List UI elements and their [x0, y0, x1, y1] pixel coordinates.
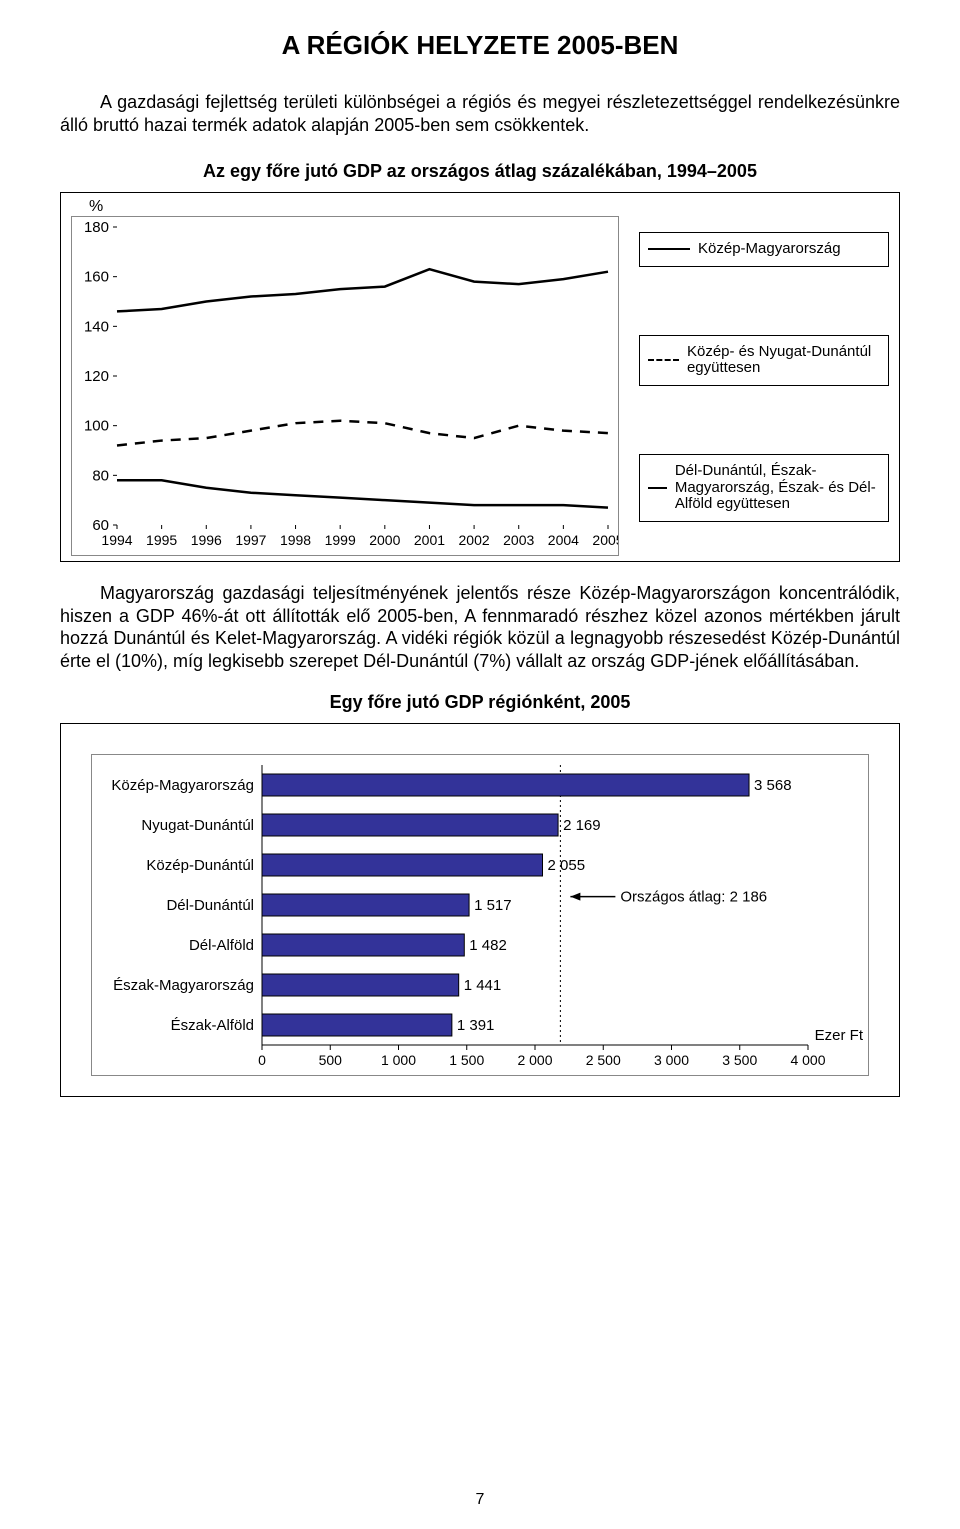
y-unit-label: % — [61, 193, 629, 216]
page-number: 7 — [0, 1491, 960, 1509]
svg-text:1997: 1997 — [235, 532, 266, 548]
svg-text:4 000: 4 000 — [790, 1052, 825, 1068]
svg-text:3 000: 3 000 — [654, 1052, 689, 1068]
svg-text:2005: 2005 — [592, 532, 618, 548]
svg-text:2 169: 2 169 — [563, 817, 601, 834]
svg-text:120: 120 — [84, 368, 109, 385]
svg-text:100: 100 — [84, 418, 109, 435]
svg-text:Közép-Dunántúl: Közép-Dunántúl — [146, 857, 254, 874]
svg-text:2004: 2004 — [548, 532, 579, 548]
svg-text:2 500: 2 500 — [586, 1052, 621, 1068]
legend-item-0: Közép-Magyarország — [698, 241, 841, 258]
intro-paragraph: A gazdasági fejlettség területi különbsé… — [60, 91, 900, 136]
svg-text:Észak-Alföld: Észak-Alföld — [171, 1017, 254, 1034]
svg-text:Észak-Magyarország: Észak-Magyarország — [113, 977, 254, 994]
svg-text:1 482: 1 482 — [469, 937, 507, 954]
svg-text:1998: 1998 — [280, 532, 311, 548]
legend-item-1: Közép- és Nyugat-Dunántúl együttesen — [687, 344, 880, 377]
svg-text:2001: 2001 — [414, 532, 445, 548]
svg-text:2 055: 2 055 — [548, 857, 586, 874]
bar-chart-title: Egy főre jutó GDP régiónként, 2005 — [60, 692, 900, 713]
svg-text:1996: 1996 — [191, 532, 222, 548]
svg-text:1994: 1994 — [101, 532, 132, 548]
svg-text:Dél-Alföld: Dél-Alföld — [189, 937, 254, 954]
line-chart-legend: Közép-Magyarország Közép- és Nyugat-Duná… — [629, 193, 899, 561]
svg-text:0: 0 — [258, 1052, 266, 1068]
svg-text:2000: 2000 — [369, 532, 400, 548]
svg-text:1 517: 1 517 — [474, 897, 512, 914]
line-chart-frame: % 60801001201401601801994199519961997199… — [60, 192, 900, 562]
page-title: A RÉGIÓK HELYZETE 2005-BEN — [60, 30, 900, 61]
svg-text:1999: 1999 — [325, 532, 356, 548]
svg-text:Közép-Magyarország: Közép-Magyarország — [111, 777, 254, 794]
svg-text:180: 180 — [84, 219, 109, 236]
svg-text:3 500: 3 500 — [722, 1052, 757, 1068]
svg-text:1 000: 1 000 — [381, 1052, 416, 1068]
svg-text:500: 500 — [319, 1052, 343, 1068]
body-paragraph: Magyarország gazdasági teljesítményének … — [60, 582, 900, 672]
legend-item-2: Dél-Dunántúl, Észak-Magyarország, Észak-… — [675, 463, 880, 513]
svg-text:3 568: 3 568 — [754, 777, 792, 794]
svg-text:2002: 2002 — [459, 532, 490, 548]
svg-text:1 500: 1 500 — [449, 1052, 484, 1068]
line-chart-plot: 6080100120140160180199419951996199719981… — [71, 216, 619, 556]
svg-text:140: 140 — [84, 318, 109, 335]
svg-text:1 441: 1 441 — [464, 977, 502, 994]
bar-chart-plot: 0 500 1 000 1 500 2 000 2 500 3 000 3 500 4 000 K… — [91, 754, 869, 1076]
svg-text:Ezer Ft: Ezer Ft — [815, 1027, 864, 1044]
svg-text:Dél-Dunántúl: Dél-Dunántúl — [166, 897, 254, 914]
svg-text:1995: 1995 — [146, 532, 177, 548]
svg-text:1 391: 1 391 — [457, 1017, 495, 1034]
svg-text:Országos átlag: 2 186: Országos átlag: 2 186 — [620, 889, 767, 906]
line-chart-title: Az egy főre jutó GDP az országos átlag s… — [60, 161, 900, 182]
bar-chart-frame: 0 500 1 000 1 500 2 000 2 500 3 000 3 500 4 000 K… — [60, 723, 900, 1097]
svg-text:2 000: 2 000 — [517, 1052, 552, 1068]
svg-text:160: 160 — [84, 269, 109, 286]
svg-text:80: 80 — [92, 467, 109, 484]
svg-text:Nyugat-Dunántúl: Nyugat-Dunántúl — [141, 817, 254, 834]
svg-text:2003: 2003 — [503, 532, 534, 548]
